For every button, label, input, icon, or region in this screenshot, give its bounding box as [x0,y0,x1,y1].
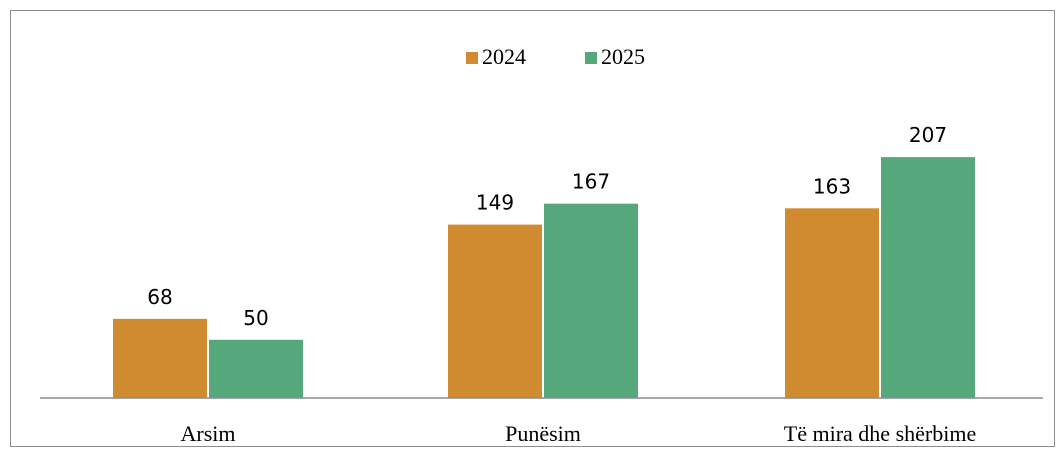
data-label-2025-2: 207 [909,123,947,147]
bar-2025-1 [544,203,638,398]
legend: 2024 2025 [466,44,645,69]
data-label-2024-1: 149 [476,191,514,215]
legend-swatch-2024 [466,52,478,64]
category-label-2: Të mira dhe shërbime [784,421,976,446]
legend-label-2024: 2024 [482,44,526,69]
data-label-2025-1: 167 [572,170,610,194]
data-label-2024-2: 163 [813,174,851,198]
value-labels-group: 68 50 149 167 163 207 [147,123,947,330]
bar-2024-2 [785,208,879,398]
legend-swatch-2025 [585,52,597,64]
data-label-2025-0: 50 [243,306,268,330]
legend-label-2025: 2025 [601,44,645,69]
bar-2024-0 [113,318,207,398]
category-labels-group: Arsim Punësim Të mira dhe shërbime [181,421,977,446]
category-label-1: Punësim [505,421,581,446]
bar-2025-2 [881,157,975,398]
bar-2024-1 [448,224,542,398]
bars-group [113,157,975,398]
data-label-2024-0: 68 [147,285,172,309]
category-label-0: Arsim [181,421,236,446]
bar-2025-0 [209,339,303,398]
